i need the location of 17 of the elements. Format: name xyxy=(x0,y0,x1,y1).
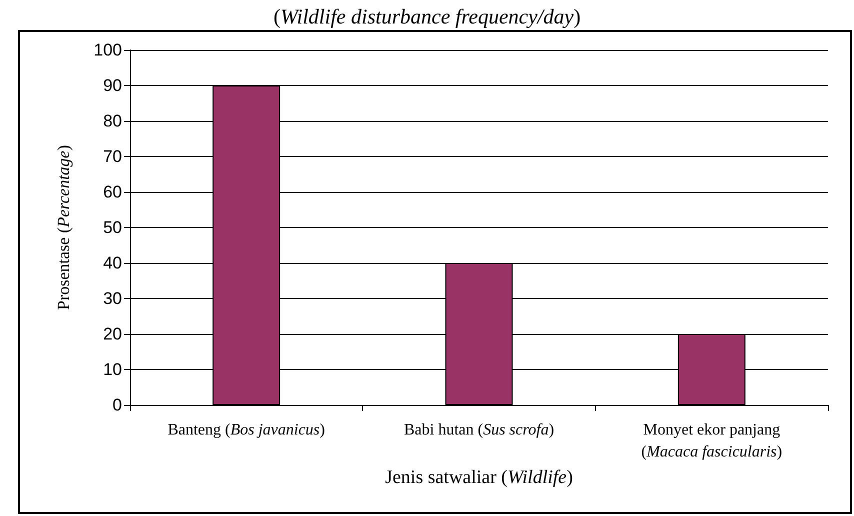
y-tick-label: 40 xyxy=(103,254,122,272)
y-tick-label: 30 xyxy=(103,289,122,308)
y-tick-label: 60 xyxy=(103,182,122,202)
y-tick-label: 70 xyxy=(103,147,122,166)
y-tick-label: 10 xyxy=(103,360,122,379)
y-tick-label: 20 xyxy=(103,324,122,344)
y-tick-label: 90 xyxy=(103,76,122,95)
x-tick-label: Babi hutan (Sus scrofa) xyxy=(404,422,554,438)
y-tick-label: 50 xyxy=(103,218,122,237)
y-tick-label: 80 xyxy=(103,112,122,130)
chart-title: (Wildlife disturbance frequency/day) xyxy=(273,4,581,28)
x-tick-label: Banteng (Bos javanicus) xyxy=(168,422,325,438)
y-axis-title: Prosentase (Percentage) xyxy=(54,144,73,310)
x-tick-label: Monyet ekor panjang (Macaca fascicularis) xyxy=(641,422,782,460)
y-tick-label: 0 xyxy=(112,396,122,414)
y-tick-label: 100 xyxy=(94,40,122,60)
x-axis-title: Jenis satwaliar (Wildlife) xyxy=(385,466,573,488)
